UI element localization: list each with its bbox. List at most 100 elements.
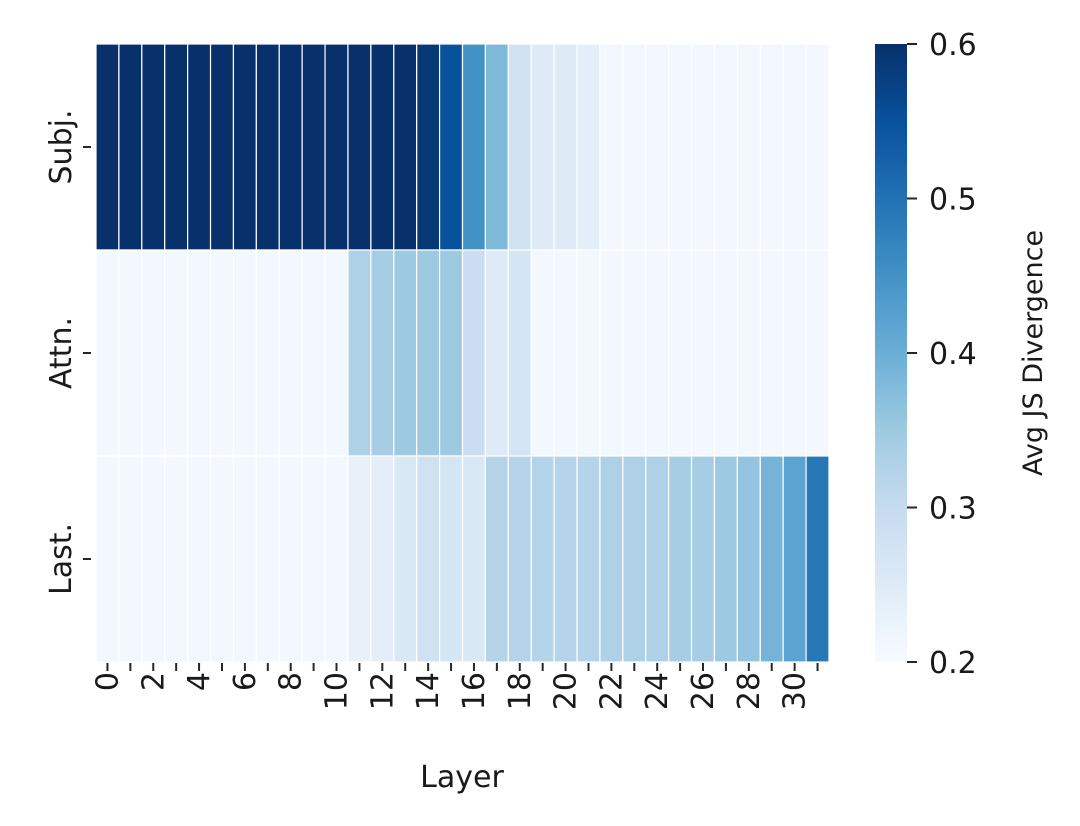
heatmap-cell [141,43,166,251]
colorbar-tick-label: 0.4 [929,337,977,372]
x-tick-label: 26 [686,672,721,710]
heatmap-cell [416,455,441,663]
heatmap-cell [209,455,235,663]
heatmap-cell [255,43,280,251]
heatmap-cell [690,455,716,663]
heatmap-cell [484,249,509,457]
colorbar [875,44,907,662]
heatmap-cell [347,249,372,457]
heatmap-cell [255,455,280,663]
colorbar-ticks: 0.2 0.3 0.4 0.5 0.6 [907,28,977,681]
heatmap-cell [713,249,738,457]
heatmap-cell [416,249,441,457]
heatmap-cell [668,249,693,457]
x-tick-label: 8 [274,672,309,691]
y-tick-label: Subj. [44,110,79,185]
x-tick-label: 22 [594,672,629,710]
x-tick-label: 20 [549,672,584,710]
heatmap-cell [713,455,738,663]
heatmap-cell [782,43,807,251]
heatmap-cell [301,43,326,251]
x-tick-label: 4 [182,672,217,691]
heatmap-cell [209,43,235,251]
heatmap-cell [645,455,670,663]
heatmap-cell [141,455,166,663]
heatmap-cell [393,249,418,457]
x-tick-label: 30 [778,672,813,710]
y-axis: Subj. Attn. Last. [44,110,91,595]
heatmap-cell [622,249,647,457]
heatmap-cell [805,43,830,251]
heatmap-cell [530,455,555,663]
heatmap-cell [232,249,257,457]
heatmap-cell [507,43,532,251]
heatmap-cell [622,43,647,251]
x-tick-label: 0 [90,672,125,691]
heatmap-cell [690,249,716,457]
heatmap-cell [438,249,464,457]
heatmap-cell [553,249,578,457]
heatmap-cell [484,43,509,251]
heatmap-cell [164,455,189,663]
heatmap-cell [324,249,349,457]
heatmap-cell [736,249,761,457]
heatmap-cell [736,455,761,663]
heatmap-cell [438,455,464,663]
x-tick-label: 16 [457,672,492,710]
heatmap-cell [416,43,441,251]
heatmap-cell [507,249,532,457]
heatmap-cell [668,43,693,251]
heatmap-cell [347,455,372,663]
heatmap-cell [530,249,555,457]
heatmap-cell [324,455,349,663]
x-tick-label: 14 [411,672,446,710]
heatmap-cell [759,455,784,663]
heatmap-cell [164,43,189,251]
heatmap-cell [805,455,830,663]
heatmap-cell [461,249,487,457]
heatmap-cell [713,43,738,251]
heatmap-cell [301,455,326,663]
x-tick-label: 10 [320,672,355,710]
heatmap-cell [461,455,487,663]
heatmap-cell [370,43,395,251]
heatmap-cell [95,455,120,663]
heatmap-cell [645,249,670,457]
heatmap-cell [118,455,143,663]
colorbar-label: Avg JS Divergence [1018,230,1049,476]
x-tick-label: 2 [136,672,171,691]
heatmap-cell [393,43,418,251]
heatmap-cell [95,43,120,251]
heatmap-cell [95,249,120,457]
heatmap-cell [484,455,509,663]
heatmap-cell [645,43,670,251]
heatmap-cell [599,455,624,663]
heatmap-cell [438,43,464,251]
heatmap-cell [759,43,784,251]
heatmap-cell [530,43,555,251]
heatmap-cell [278,43,303,251]
heatmap-cell [599,43,624,251]
x-tick-label: 6 [228,672,263,691]
heatmap-cell [599,249,624,457]
heatmap-cell [461,43,487,251]
x-tick-label: 28 [732,672,767,710]
x-tick-label: 12 [365,672,400,710]
heatmap-cell [255,249,280,457]
heatmap-cell [805,249,830,457]
heatmap-cell [370,249,395,457]
x-axis: 0 2 4 6 8 10 12 14 16 18 20 22 24 26 28 30 [90,663,819,710]
heatmap-cell [118,43,143,251]
heatmap-cell [668,455,693,663]
x-axis-label: Layer [420,760,504,795]
heatmap-cell [232,455,257,663]
x-tick-label: 18 [503,672,538,710]
colorbar-tick-label: 0.5 [929,183,977,218]
heatmap-cell [187,455,212,663]
heatmap-cell [278,455,303,663]
heatmap-cell [736,43,761,251]
heatmap-cell [118,249,143,457]
heatmap-cell [164,249,189,457]
colorbar-tick-label: 0.6 [929,28,977,63]
heatmap-cell [690,43,716,251]
